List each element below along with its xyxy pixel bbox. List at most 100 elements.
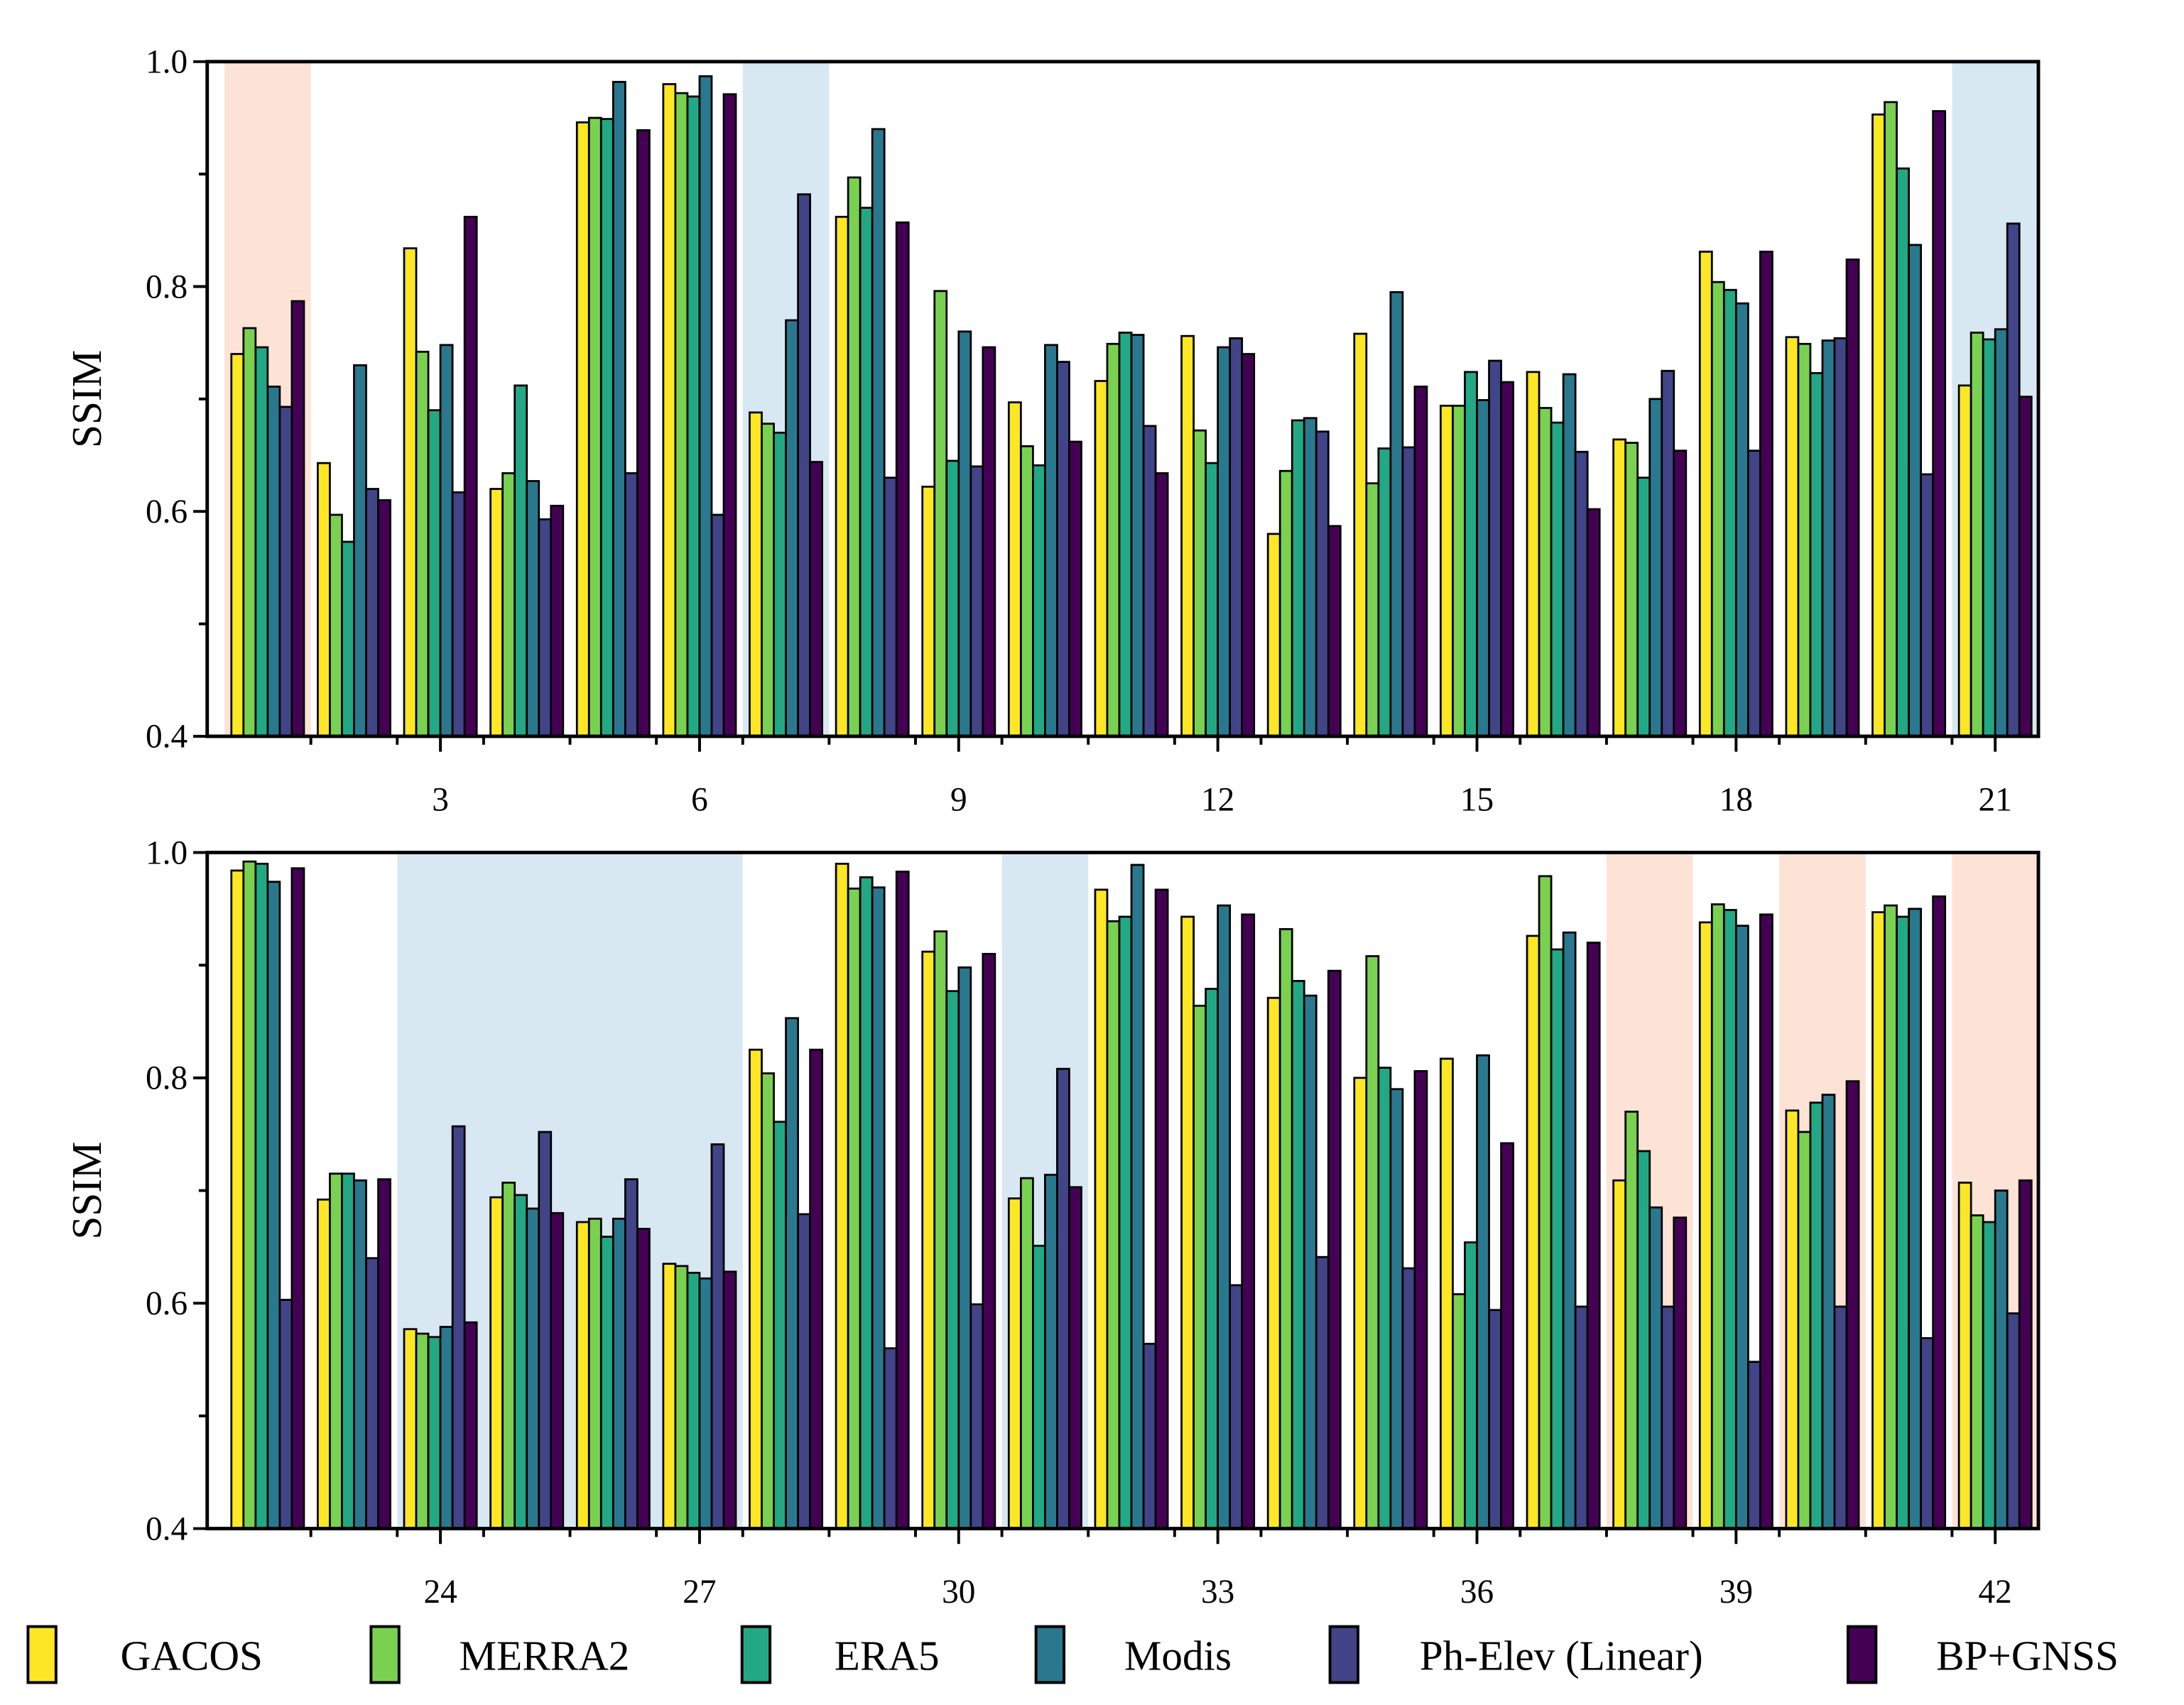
bar-bp-gnss-35 — [1413, 1069, 1428, 1530]
legend-item-bp-gnss: BP+GNSS — [1846, 1625, 2119, 1684]
bar-gacos-37 — [1526, 935, 1541, 1530]
bar-merra2-37 — [1538, 875, 1553, 1530]
bar-era5-13 — [1291, 419, 1305, 738]
bar-bp-gnss-1 — [290, 300, 305, 738]
legend-swatch-gacos — [26, 1625, 58, 1684]
x-tick-label: 12 — [1201, 781, 1234, 818]
bar-era5-27 — [686, 1271, 701, 1530]
bar-modis-14 — [1389, 291, 1404, 738]
y-axis-title: SSIM — [63, 350, 110, 448]
bar-merra2-25 — [501, 1182, 516, 1530]
bar-gacos-20 — [1871, 113, 1886, 738]
bar-gacos-4 — [489, 488, 504, 738]
bar-ph-elev-linear--34 — [1315, 1255, 1330, 1530]
bar-gacos-21 — [1957, 384, 1972, 738]
bar-gacos-7 — [749, 411, 763, 738]
bar-bp-gnss-7 — [809, 461, 824, 738]
bar-gacos-6 — [662, 83, 677, 738]
bar-ph-elev-linear--18 — [1746, 450, 1761, 738]
legend-item-merra2: MERRA2 — [369, 1625, 629, 1684]
bar-era5-1 — [254, 346, 269, 738]
bar-merra2-2 — [329, 513, 343, 738]
bar-bp-gnss-39 — [1759, 913, 1773, 1530]
bar-ph-elev-linear--33 — [1229, 1284, 1244, 1530]
bar-ph-elev-linear--14 — [1401, 446, 1416, 738]
bar-era5-23 — [341, 1172, 355, 1530]
bar-modis-42 — [1994, 1189, 2009, 1530]
legend-swatch-ph-elev — [1328, 1625, 1359, 1684]
bar-modis-28 — [785, 1017, 799, 1530]
legend-swatch-bp-gnss — [1846, 1625, 1878, 1684]
bar-bp-gnss-9 — [982, 346, 996, 738]
bar-bp-gnss-36 — [1500, 1142, 1514, 1530]
bar-modis-21 — [1994, 328, 2009, 738]
bar-bp-gnss-13 — [1327, 525, 1342, 738]
bar-modis-6 — [698, 75, 713, 738]
bar-bp-gnss-21 — [2018, 396, 2033, 738]
bar-modis-26 — [612, 1217, 626, 1530]
bar-ph-elev-linear--39 — [1746, 1361, 1761, 1530]
x-tick-label: 30 — [942, 1574, 975, 1611]
y-tick-label: 0.8 — [146, 1060, 188, 1097]
legend-item-ph-elev: Ph-Elev (Linear) — [1328, 1625, 1703, 1684]
bar-era5-41 — [1896, 915, 1910, 1530]
bar-era5-32 — [1118, 915, 1133, 1530]
bar-modis-27 — [698, 1277, 713, 1530]
legend-label-gacos: GACOS — [121, 1633, 263, 1679]
bottom-panel: 0.4 0.6 0.8 1.0 24 27 30 33 36 39 42 SSIM — [63, 834, 2041, 1611]
bar-gacos-24 — [403, 1328, 418, 1530]
bar-gacos-42 — [1957, 1182, 1972, 1530]
bar-gacos-10 — [1007, 401, 1022, 738]
bar-era5-38 — [1636, 1150, 1651, 1530]
x-tick-label: 39 — [1720, 1574, 1753, 1611]
bar-modis-12 — [1217, 346, 1232, 738]
bar-gacos-15 — [1440, 404, 1454, 738]
bar-era5-9 — [945, 459, 960, 738]
bar-era5-25 — [514, 1194, 528, 1530]
legend-label-ph-elev: Ph-Elev (Linear) — [1420, 1633, 1703, 1679]
bar-ph-elev-linear--11 — [1142, 425, 1157, 738]
bar-merra2-32 — [1106, 920, 1121, 1530]
bar-era5-30 — [945, 990, 960, 1530]
bar-modis-3 — [439, 344, 454, 738]
bar-bp-gnss-26 — [636, 1228, 651, 1530]
bar-ph-elev-linear--30 — [969, 1303, 984, 1530]
bar-modis-15 — [1476, 399, 1490, 738]
bar-merra2-14 — [1365, 482, 1380, 738]
bar-bp-gnss-22 — [290, 867, 305, 1530]
bar-ph-elev-linear--5 — [624, 472, 639, 738]
x-tick-label: 9 — [950, 781, 967, 818]
bar-gacos-5 — [575, 121, 590, 738]
bar-merra2-36 — [1452, 1293, 1466, 1530]
bar-ph-elev-linear--23 — [365, 1257, 379, 1530]
bar-modis-38 — [1648, 1206, 1663, 1530]
bar-modis-20 — [1908, 244, 1922, 738]
bar-modis-29 — [871, 886, 886, 1530]
bar-merra2-30 — [933, 930, 948, 1530]
bar-modis-19 — [1821, 339, 1836, 738]
bar-ph-elev-linear--21 — [2006, 222, 2021, 738]
y-tick-label: 0.6 — [146, 494, 188, 530]
bar-era5-24 — [427, 1336, 442, 1530]
bar-merra2-38 — [1624, 1111, 1639, 1530]
bar-era5-35 — [1377, 1067, 1392, 1530]
bar-gacos-36 — [1440, 1057, 1454, 1530]
bar-bp-gnss-23 — [377, 1178, 391, 1530]
bar-gacos-28 — [749, 1048, 763, 1530]
bar-ph-elev-linear--42 — [2006, 1312, 2021, 1530]
bar-ph-elev-linear--4 — [538, 518, 553, 738]
bar-modis-25 — [526, 1207, 540, 1530]
bar-era5-5 — [599, 118, 614, 738]
bar-era5-34 — [1291, 980, 1305, 1530]
bar-era5-16 — [1550, 421, 1565, 738]
y-tick-label: 0.6 — [146, 1285, 188, 1322]
bar-merra2-39 — [1710, 903, 1725, 1530]
bar-merra2-34 — [1278, 928, 1293, 1530]
bar-bp-gnss-10 — [1068, 440, 1082, 738]
bar-ph-elev-linear--9 — [969, 465, 984, 738]
bar-era5-33 — [1205, 988, 1219, 1530]
legend: GACOS MERRA2 ERA5 Modis Ph-Elev (Linear)… — [26, 1625, 2119, 1684]
bar-merra2-6 — [674, 92, 689, 738]
bar-bp-gnss-3 — [463, 215, 478, 738]
